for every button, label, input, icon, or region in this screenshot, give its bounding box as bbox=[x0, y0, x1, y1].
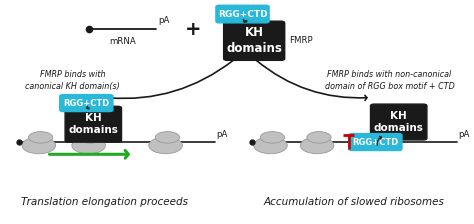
Text: FMRP: FMRP bbox=[289, 36, 313, 45]
Text: FMRP binds with non-canonical
domain of RGG box motif + CTD: FMRP binds with non-canonical domain of … bbox=[325, 70, 454, 91]
Ellipse shape bbox=[78, 131, 103, 143]
Ellipse shape bbox=[155, 131, 180, 143]
Text: KH
domains: KH domains bbox=[226, 26, 282, 55]
Text: RGG+CTD: RGG+CTD bbox=[218, 10, 267, 19]
Text: pA: pA bbox=[159, 16, 170, 25]
Ellipse shape bbox=[72, 137, 105, 154]
Ellipse shape bbox=[260, 131, 284, 143]
Text: KH
domains: KH domains bbox=[68, 113, 118, 136]
FancyBboxPatch shape bbox=[224, 21, 285, 60]
Text: RGG+CTD: RGG+CTD bbox=[63, 99, 109, 108]
Text: pA: pA bbox=[216, 130, 228, 139]
FancyBboxPatch shape bbox=[65, 106, 121, 142]
FancyBboxPatch shape bbox=[216, 5, 269, 23]
Ellipse shape bbox=[307, 131, 331, 143]
Text: +: + bbox=[185, 20, 202, 39]
Text: RGG+CTD: RGG+CTD bbox=[352, 138, 399, 146]
Text: pA: pA bbox=[458, 130, 469, 139]
Ellipse shape bbox=[301, 137, 334, 154]
Text: mRNA: mRNA bbox=[109, 37, 136, 46]
Ellipse shape bbox=[22, 137, 55, 154]
Text: Accumulation of slowed ribosomes: Accumulation of slowed ribosomes bbox=[264, 197, 445, 207]
FancyBboxPatch shape bbox=[60, 95, 113, 112]
Ellipse shape bbox=[149, 137, 182, 154]
FancyBboxPatch shape bbox=[349, 134, 402, 151]
Text: KH
domains: KH domains bbox=[374, 111, 424, 133]
Text: FMRP binds with
canonical KH domain(s): FMRP binds with canonical KH domain(s) bbox=[25, 70, 120, 91]
Ellipse shape bbox=[28, 131, 53, 143]
Text: Translation elongation proceeds: Translation elongation proceeds bbox=[21, 197, 189, 207]
FancyBboxPatch shape bbox=[371, 104, 427, 140]
Ellipse shape bbox=[254, 137, 287, 154]
